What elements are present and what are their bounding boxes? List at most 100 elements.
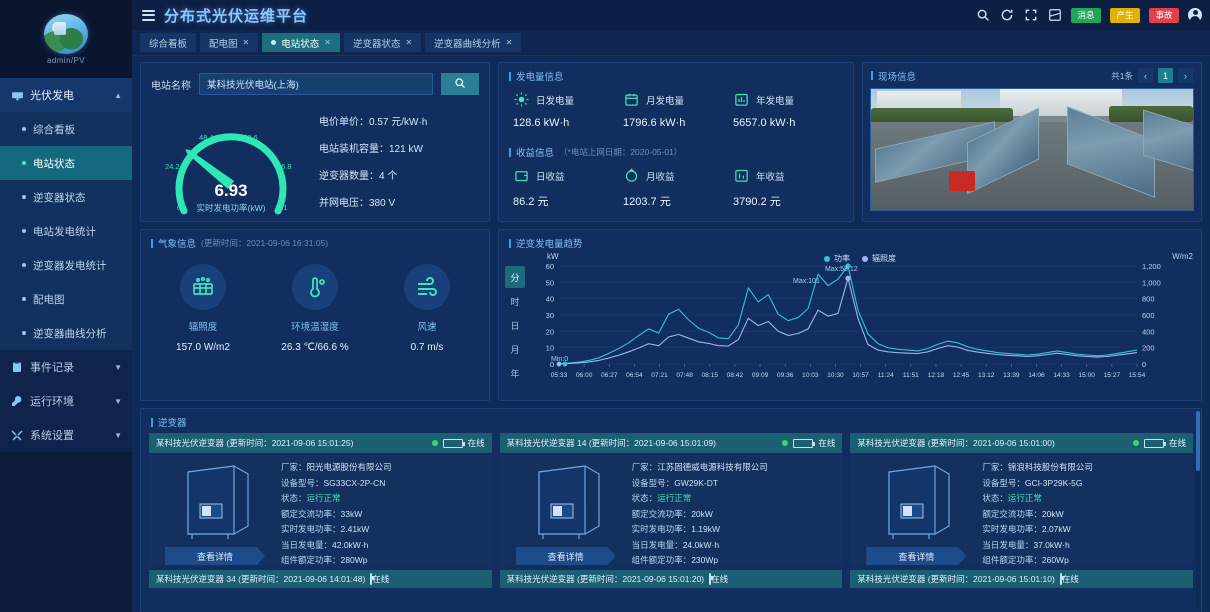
field-value: 37.0kW·h	[1033, 539, 1070, 550]
tab-dashboard[interactable]: 综合看板	[140, 33, 197, 52]
sidebar-group-events[interactable]: 事件记录 ▼	[0, 350, 132, 384]
camera-feed-image[interactable]	[870, 88, 1194, 211]
chevron-left-icon[interactable]: ‹	[1138, 68, 1153, 83]
inverter-card-title: 某科技光伏逆变器 (更新时间：2021-09-06 15:01:25)	[156, 438, 354, 448]
field-value: 锦浪科技股份有限公司	[1007, 462, 1093, 472]
globe-logo-icon	[44, 13, 88, 54]
status-dot-icon	[1133, 440, 1139, 446]
close-icon[interactable]: ✕	[242, 38, 250, 47]
avatar[interactable]	[1188, 8, 1202, 23]
sidebar-item-6[interactable]: 逆变器曲线分析	[0, 316, 132, 350]
inverter-card-5-header[interactable]: 某科技光伏逆变器 (更新时间：2021-09-06 15:01:10) 在线	[850, 570, 1194, 588]
inverter-card-1[interactable]: 某科技光伏逆变器 14 (更新时间：2021-09-06 15:01:09) 在…	[499, 433, 843, 566]
sidebar-item-label: 电站发电统计	[33, 225, 96, 238]
inverter-detail-button[interactable]: 查看详情	[515, 547, 616, 565]
vertical-scrollbar[interactable]	[1196, 411, 1200, 610]
tab-power-diagram[interactable]: 配电图 ✕	[200, 33, 259, 52]
svg-text:07:48: 07:48	[676, 372, 693, 379]
row-bottom: 逆变器 某科技光伏逆变器 (更新时间：2021-09-06 15:01:25) …	[140, 408, 1202, 612]
legend-item-irradiance[interactable]: 辐照度	[862, 253, 896, 264]
page-1-button[interactable]: 1	[1158, 68, 1173, 83]
inverters-panel: 逆变器 某科技光伏逆变器 (更新时间：2021-09-06 15:01:25) …	[140, 408, 1202, 612]
svg-text:15:00: 15:00	[1078, 372, 1095, 379]
tab-inverter-status[interactable]: 逆变器状态 ✕	[343, 33, 422, 52]
svg-text:96.8: 96.8	[277, 162, 292, 171]
inverter-card-header: 某科技光伏逆变器 (更新时间：2021-09-06 15:01:00) 在线	[850, 433, 1194, 453]
badge-warning[interactable]: 产生	[1110, 7, 1140, 23]
badge-fault[interactable]: 事故	[1149, 7, 1179, 23]
badge-message[interactable]: 消息	[1071, 7, 1101, 23]
close-icon[interactable]: ✕	[505, 38, 513, 47]
status-label: 在线	[372, 574, 390, 584]
inverter-status: 在线	[1133, 437, 1186, 449]
inverter-card-3-header[interactable]: 某科技光伏逆变器 34 (更新时间：2021-09-06 14:01:48) 在…	[149, 570, 492, 588]
menu-toggle-icon[interactable]	[142, 9, 155, 21]
chart-tab-day[interactable]: 日	[510, 320, 520, 331]
chart-svg: 0 0 10 200 20 400 30 600 40 800 50 1,000 60 1,200 05:3…	[546, 262, 1161, 379]
tab-label: 电站状态	[281, 38, 320, 50]
svg-text:08:15: 08:15	[702, 372, 719, 379]
sidebar-group-runtime[interactable]: 运行环境 ▼	[0, 384, 132, 418]
tab-station-status[interactable]: 电站状态 ✕	[262, 33, 340, 52]
sidebar-group-settings[interactable]: 系统设置 ▼	[0, 418, 132, 452]
sidebar-item-4[interactable]: 逆变器发电统计	[0, 248, 132, 282]
stat-label: 年收益	[756, 171, 785, 183]
fullscreen-icon[interactable]	[1023, 8, 1038, 23]
grid-icon[interactable]	[1047, 8, 1062, 23]
sidebar-item-5[interactable]: 配电图	[0, 282, 132, 316]
refresh-icon[interactable]	[999, 8, 1014, 23]
generation-stats: 日发电量 128.6 kW·h 月发电量 1796.6 kW·h	[499, 83, 853, 129]
field-value: 33kW	[340, 508, 363, 519]
station-search-input[interactable]	[199, 73, 433, 95]
field-label: 组件额定功率：	[631, 555, 692, 565]
sidebar-item-2[interactable]: 逆变器状态	[0, 180, 132, 214]
inverter-detail-button[interactable]: 查看详情	[165, 547, 265, 565]
inverter-card-2[interactable]: 某科技光伏逆变器 (更新时间：2021-09-06 15:01:00) 在线	[850, 433, 1194, 566]
station-search-row: 电站名称	[151, 73, 479, 95]
chart-tab-minute[interactable]: 分	[505, 266, 525, 288]
field-label: 状态：	[982, 493, 1008, 503]
sidebar-group-label: 运行环境	[30, 396, 74, 408]
sidebar-item-0[interactable]: 综合看板	[0, 112, 132, 146]
chart-annotation-max-power: Max:101	[793, 278, 820, 285]
search-icon[interactable]	[975, 8, 990, 23]
station-kv-list: 电价单价：0.57 元/kW·h 电站装机容量：121 kW 逆变器数量：4 个…	[311, 103, 479, 221]
field-value: GW29K-DT	[674, 477, 719, 488]
sidebar-item-1[interactable]: 电站状态	[0, 146, 132, 180]
camera-count: 共1条	[1111, 70, 1133, 81]
revenue-title-text: 收益信息	[516, 148, 555, 159]
station-search-button[interactable]	[441, 73, 479, 95]
svg-text:06:27: 06:27	[601, 372, 618, 379]
svg-text:0: 0	[1142, 360, 1146, 369]
field-value: 230Wp	[691, 555, 719, 565]
chevron-right-icon[interactable]: ›	[1178, 68, 1193, 83]
bar-icon	[733, 167, 750, 184]
stat-value: 3790.2 元	[733, 196, 781, 208]
tab-label: 综合看板	[149, 38, 188, 50]
stat-value: 128.6 kW·h	[513, 117, 570, 129]
close-icon[interactable]: ✕	[324, 38, 331, 47]
inverter-card-header: 某科技光伏逆变器 (更新时间：2021-09-06 15:01:25) 在线	[149, 433, 492, 453]
inverter-status: 在线	[370, 573, 389, 585]
station-search-label: 电站名称	[151, 80, 191, 92]
chart-tab-year[interactable]: 年	[510, 368, 520, 379]
svg-text:72.6: 72.6	[243, 133, 258, 142]
sidebar-group-solar[interactable]: 光伏发电 ▲	[0, 78, 132, 112]
svg-text:20: 20	[546, 327, 554, 336]
chart-tab-hour[interactable]: 时	[510, 296, 520, 307]
tab-inverter-curve[interactable]: 逆变器曲线分析 ✕	[425, 33, 522, 52]
status-dot-icon	[782, 440, 789, 446]
field-label: 组件额定功率：	[982, 555, 1042, 565]
legend-item-power[interactable]: 功率	[824, 253, 850, 264]
inverter-detail-button[interactable]: 查看详情	[866, 547, 967, 565]
inverter-card-0[interactable]: 某科技光伏逆变器 (更新时间：2021-09-06 15:01:25) 在线	[149, 433, 492, 566]
inverter-field-daily-generation: 当日发电量：42.0kW·h	[281, 539, 486, 551]
close-icon[interactable]: ✕	[405, 38, 413, 47]
svg-text:24.2: 24.2	[165, 162, 180, 171]
inverter-field-rated-ac: 额定交流功率：20kW	[982, 508, 1187, 520]
sidebar-item-3[interactable]: 电站发电统计	[0, 214, 132, 248]
inverter-field-module-power: 组件额定功率：230Wp	[632, 554, 837, 566]
weather-value: 0.7 m/s	[410, 342, 444, 353]
inverter-card-4-header[interactable]: 某科技光伏逆变器 (更新时间：2021-09-06 15:01:20) 在线	[499, 570, 843, 588]
chart-tab-month[interactable]: 月	[510, 344, 520, 355]
